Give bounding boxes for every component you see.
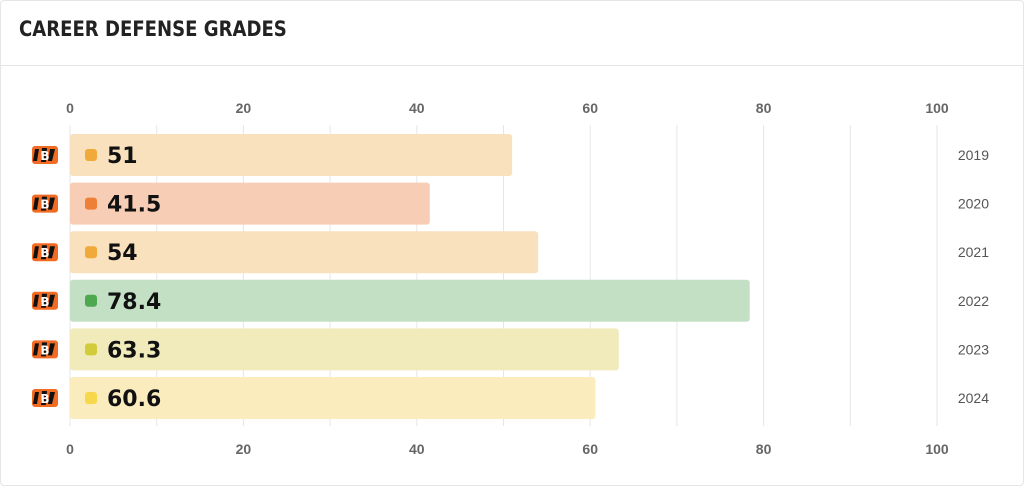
logo-letter: B (40, 343, 49, 357)
logo-letter: B (40, 198, 49, 212)
grade-dot (85, 343, 97, 356)
grade-dot (85, 197, 97, 210)
value-label: 51 (107, 144, 138, 169)
logo-stripe (33, 245, 55, 260)
category-label: 2020 (958, 196, 989, 212)
x-tick-label-top: 60 (582, 100, 598, 116)
chart-title: CAREER DEFENSE GRADES (19, 17, 287, 41)
x-tick-label-top: 0 (66, 100, 74, 116)
logo-letter: B (40, 295, 49, 309)
grade-dot (85, 392, 97, 404)
category-label: 2019 (958, 147, 989, 163)
bar-2022 (70, 279, 750, 322)
x-tick-label-top: 40 (409, 100, 425, 116)
bar-2020 (70, 182, 430, 225)
category-label: 2024 (958, 390, 989, 406)
logo-letter: B (40, 246, 49, 260)
value-label: 54 (107, 241, 138, 266)
logo-stripe (33, 391, 55, 405)
x-tick-label-bottom: 80 (756, 441, 772, 457)
value-label: 41.5 (107, 193, 161, 218)
x-tick-label-bottom: 0 (66, 441, 74, 457)
value-label: 78.4 (107, 290, 161, 315)
grade-dot (85, 149, 97, 161)
value-label: 63.3 (107, 338, 161, 363)
logo-letter: B (40, 392, 49, 406)
x-tick-label-top: 20 (236, 100, 252, 116)
x-tick-label-bottom: 60 (582, 441, 598, 457)
bar-2024 (70, 377, 596, 419)
logo-stripe (33, 196, 55, 211)
logo-letter: B (40, 149, 49, 163)
bar-2023 (70, 328, 619, 371)
x-tick-label-bottom: 40 (409, 441, 425, 457)
logo-stripe (33, 293, 55, 308)
x-tick-label-top: 100 (925, 100, 949, 116)
logo-stripe (33, 342, 55, 357)
x-tick-label-bottom: 100 (925, 441, 949, 457)
card-header: CAREER DEFENSE GRADES (1, 1, 1023, 66)
category-label: 2022 (958, 293, 989, 309)
bar-2021 (70, 231, 539, 274)
grade-dot (85, 246, 97, 259)
grade-dot (85, 294, 97, 307)
x-tick-label-bottom: 20 (236, 441, 252, 457)
category-label: 2023 (958, 341, 989, 357)
x-tick-label-top: 80 (756, 100, 772, 116)
value-label: 60.6 (107, 387, 161, 412)
logo-stripe (33, 148, 55, 162)
category-label: 2021 (958, 244, 989, 260)
bar-2019 (70, 134, 513, 176)
